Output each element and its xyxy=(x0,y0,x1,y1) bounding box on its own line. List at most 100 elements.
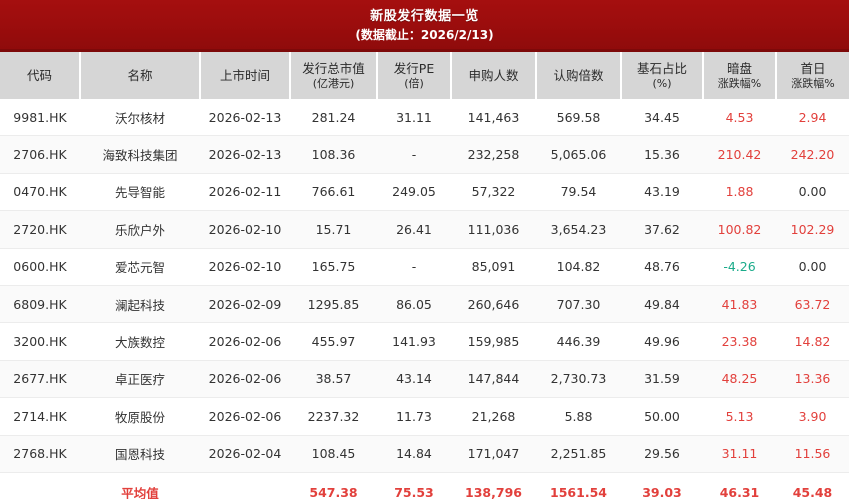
cell-pe: 14.84 xyxy=(377,435,451,473)
cell-first-day-change: 11.56 xyxy=(776,435,849,473)
header-unit: 涨跌幅% xyxy=(791,76,835,90)
cell-grey-market-change: 100.82 xyxy=(703,210,776,249)
column-header-first-day-change[interactable]: 首日 涨跌幅% xyxy=(776,52,849,99)
header-label: 首日 xyxy=(800,60,826,76)
cell-first-day-change: 13.36 xyxy=(776,360,849,399)
table-row[interactable]: 2706.HK 海致科技集团 2026-02-13 108.36-232,258 5,0… xyxy=(0,135,849,174)
cell-grey-market-change: 1.88 xyxy=(703,173,776,212)
cell-oversubscription: 2,251.85 xyxy=(536,435,621,473)
cell-grey-market-change: 48.25 xyxy=(703,360,776,399)
column-header-listing-date[interactable]: 上市时间 xyxy=(200,52,291,99)
column-header-oversubscription[interactable]: 认购倍数 xyxy=(536,52,622,99)
cell-listing-date: 2026-02-06 xyxy=(200,360,290,399)
cell-listing-date: 2026-02-13 xyxy=(200,135,290,174)
cell-market-cap: 108.36 xyxy=(290,135,377,174)
table-row[interactable]: 0470.HK 先导智能 2026-02-11 766.61 249.05 57,322 7… xyxy=(0,173,849,212)
cell-applicants: 85,091 xyxy=(451,248,536,286)
cell-applicants: 141,463 xyxy=(451,99,536,137)
table-row[interactable]: 2768.HK 国恩科技 2026-02-04 108.45 14.84 171,047 2… xyxy=(0,435,849,473)
cell-first-day-change: 63.72 xyxy=(776,285,849,324)
header-label: 申购人数 xyxy=(468,68,519,83)
cell-first-day-change: 3.90 xyxy=(776,397,849,436)
cell-avg-pe: 75.53 xyxy=(377,472,451,499)
cell-listing-date: 2026-02-11 xyxy=(200,173,290,212)
cell-market-cap: 108.45 xyxy=(290,435,377,473)
table-average-row: 平均值 547.38 75.53 138,796 1561.54 39.03 46.31 45… xyxy=(0,472,849,499)
cell-cornerstone: 34.45 xyxy=(621,99,703,137)
table-header: 代码 名称 上市时间 发行总市值 (亿港元) 发行PE (倍) 申购人数 xyxy=(0,52,849,99)
cell-code: 2768.HK xyxy=(0,435,80,473)
table-row[interactable]: 2720.HK 乐欣户外 2026-02-10 15.71 26.41 111,036 3,… xyxy=(0,210,849,249)
cell-avg-blank xyxy=(0,472,80,499)
cell-market-cap: 2237.32 xyxy=(290,397,377,436)
cell-name: 先导智能 xyxy=(80,173,200,212)
table-row[interactable]: 6809.HK 澜起科技 2026-02-09 1295.85 86.05 260,646… xyxy=(0,285,849,324)
cell-pe: 26.41 xyxy=(377,210,451,249)
cell-oversubscription: 446.39 xyxy=(536,322,621,361)
cell-listing-date: 2026-02-06 xyxy=(200,322,290,361)
cell-grey-market-change: 5.13 xyxy=(703,397,776,436)
cell-code: 0470.HK xyxy=(0,173,80,212)
cell-pe: 31.11 xyxy=(377,99,451,137)
table-row[interactable]: 0600.HK 爱芯元智 2026-02-10 165.75-85,091 104.82… xyxy=(0,248,849,286)
header-unit: (%) xyxy=(652,76,672,90)
cell-pe: - xyxy=(377,248,451,286)
cell-first-day-change: 2.94 xyxy=(776,99,849,137)
cell-cornerstone: 37.62 xyxy=(621,210,703,249)
cell-cornerstone: 43.19 xyxy=(621,173,703,212)
column-header-name[interactable]: 名称 xyxy=(80,52,201,99)
cell-avg-date xyxy=(200,472,290,499)
cell-name: 海致科技集团 xyxy=(80,135,200,174)
cell-listing-date: 2026-02-13 xyxy=(200,99,290,137)
cell-cornerstone: 29.56 xyxy=(621,435,703,473)
cell-applicants: 232,258 xyxy=(451,135,536,174)
column-header-cornerstone[interactable]: 基石占比 (%) xyxy=(621,52,704,99)
header-label: 基石占比 xyxy=(636,60,687,76)
cell-listing-date: 2026-02-04 xyxy=(200,435,290,473)
cell-avg-grey-market-change: 46.31 xyxy=(703,472,776,499)
cell-name: 沃尔核材 xyxy=(80,99,200,137)
cell-oversubscription: 569.58 xyxy=(536,99,621,137)
column-header-market-cap[interactable]: 发行总市值 (亿港元) xyxy=(290,52,378,99)
cell-oversubscription: 707.30 xyxy=(536,285,621,324)
header-label: 认购倍数 xyxy=(553,68,604,83)
column-header-grey-market-change[interactable]: 暗盘 涨跌幅% xyxy=(703,52,777,99)
column-header-pe[interactable]: 发行PE (倍) xyxy=(377,52,452,99)
cell-applicants: 111,036 xyxy=(451,210,536,249)
cell-avg-oversubscription: 1561.54 xyxy=(536,472,621,499)
cell-grey-market-change: 23.38 xyxy=(703,322,776,361)
cell-market-cap: 455.97 xyxy=(290,322,377,361)
header-label: 发行PE xyxy=(393,60,435,76)
cell-name: 卓正医疗 xyxy=(80,360,200,399)
cell-cornerstone: 31.59 xyxy=(621,360,703,399)
cell-pe: 249.05 xyxy=(377,173,451,212)
column-header-code[interactable]: 代码 xyxy=(0,52,81,99)
header-unit: 涨跌幅% xyxy=(717,76,762,90)
table-row[interactable]: 2677.HK 卓正医疗 2026-02-06 38.57 43.14 147,844 2,… xyxy=(0,360,849,399)
cell-first-day-change: 14.82 xyxy=(776,322,849,361)
cell-cornerstone: 49.84 xyxy=(621,285,703,324)
cell-pe: 11.73 xyxy=(377,397,451,436)
cell-avg-market-cap: 547.38 xyxy=(290,472,377,499)
cell-market-cap: 15.71 xyxy=(290,210,377,249)
table-row[interactable]: 2714.HK 牧原股份 2026-02-06 2237.32 11.73 21,268 5… xyxy=(0,397,849,436)
cell-market-cap: 165.75 xyxy=(290,248,377,286)
cell-grey-market-change: -4.26 xyxy=(703,248,776,286)
column-header-applicants[interactable]: 申购人数 xyxy=(451,52,537,99)
header-label: 发行总市值 xyxy=(302,60,365,76)
cell-market-cap: 38.57 xyxy=(290,360,377,399)
cell-applicants: 147,844 xyxy=(451,360,536,399)
header-label: 名称 xyxy=(127,68,153,83)
cell-applicants: 260,646 xyxy=(451,285,536,324)
cell-code: 2714.HK xyxy=(0,397,80,436)
cell-code: 3200.HK xyxy=(0,322,80,361)
cell-code: 2720.HK xyxy=(0,210,80,249)
cell-grey-market-change: 4.53 xyxy=(703,99,776,137)
cell-code: 2706.HK xyxy=(0,135,80,174)
cell-cornerstone: 49.96 xyxy=(621,322,703,361)
header-unit: (亿港元) xyxy=(312,76,355,90)
table-row[interactable]: 3200.HK 大族数控 2026-02-06 455.97 141.93 159,985… xyxy=(0,322,849,361)
header-label: 暗盘 xyxy=(726,60,752,76)
table-row[interactable]: 9981.HK 沃尔核材 2026-02-13 281.24 31.11 141,463 5… xyxy=(0,99,849,137)
